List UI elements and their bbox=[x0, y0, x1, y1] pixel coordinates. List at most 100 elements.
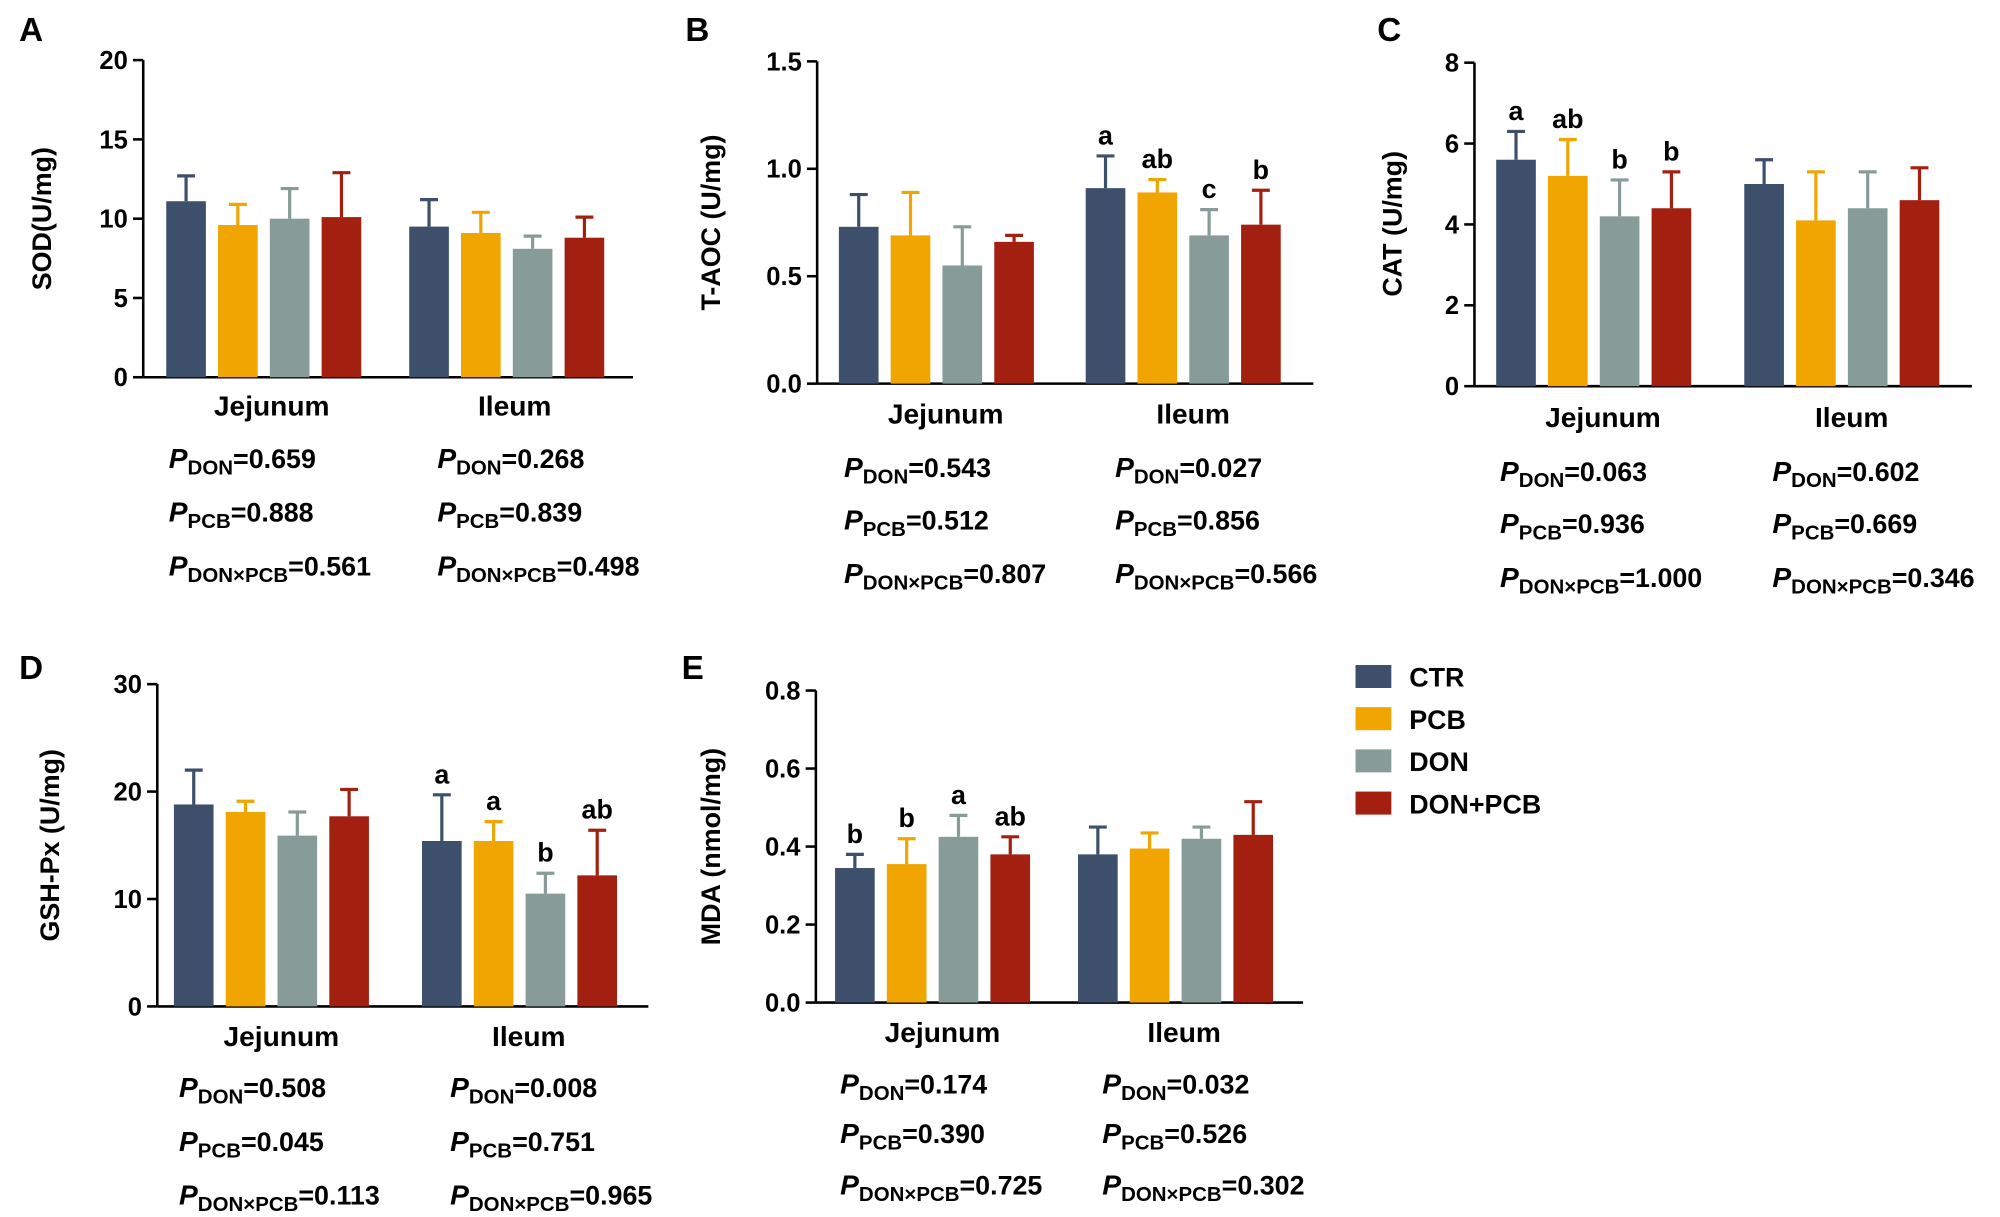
legend-swatch bbox=[1355, 707, 1392, 731]
significance-letter: ab bbox=[582, 795, 613, 825]
y-tick-label: 10 bbox=[99, 206, 127, 234]
p-value: PPCB=0.936 bbox=[1500, 508, 1645, 544]
y-tick-label: 0.0 bbox=[765, 990, 801, 1018]
panel-E: E 0.0 0.2 0.4 0.6 0.8 MDA (nmol/mg) b b aab Jejunu… bbox=[682, 650, 1305, 1206]
p-value: PDON×PCB=0.561 bbox=[169, 550, 371, 586]
panel-letter: A bbox=[19, 12, 43, 49]
p-value: PDON×PCB=0.807 bbox=[844, 558, 1046, 594]
y-tick-label: 1.5 bbox=[766, 48, 802, 76]
bar-ctr-ileum bbox=[409, 226, 449, 378]
bar-pcb-jejunum bbox=[218, 225, 258, 378]
significance-letter: ab bbox=[995, 801, 1026, 831]
x-category-label: Ileum bbox=[492, 1021, 565, 1052]
panel-letter: D bbox=[19, 650, 43, 687]
bar-don-pcb-ileum bbox=[577, 875, 618, 1007]
y-tick-label: 15 bbox=[99, 126, 127, 154]
bar-ctr-jejunum bbox=[166, 201, 206, 378]
y-tick-label: 0.4 bbox=[765, 834, 801, 862]
significance-letter: a bbox=[434, 759, 450, 789]
p-value: PDON=0.008 bbox=[450, 1072, 597, 1108]
bar-pcb-jejunum bbox=[1547, 175, 1588, 387]
p-value: PDON×PCB=0.113 bbox=[179, 1180, 380, 1216]
x-category-label: Ileum bbox=[1156, 398, 1229, 429]
p-value: PDON×PCB=0.346 bbox=[1772, 562, 1974, 598]
p-value: PPCB=0.669 bbox=[1772, 508, 1917, 544]
significance-letter: a bbox=[951, 780, 967, 810]
y-tick-label: 6 bbox=[1445, 130, 1459, 158]
panel-A: A 0 5 10 15 20 SOD(U/mg) Jejunum PDON=0.659 PPCB=… bbox=[19, 12, 639, 587]
p-value: PPCB=0.045 bbox=[179, 1126, 324, 1162]
y-axis-label: GSH-Px (U/mg) bbox=[35, 749, 65, 941]
x-category-label: Ileum bbox=[478, 391, 551, 422]
y-tick-label: 20 bbox=[114, 779, 142, 807]
bar-pcb-jejunum bbox=[886, 864, 927, 1003]
p-value: PDON=0.602 bbox=[1772, 456, 1919, 492]
bar-don-jejunum bbox=[938, 836, 979, 1003]
y-tick-label: 30 bbox=[114, 671, 142, 699]
legend-swatch bbox=[1355, 749, 1392, 773]
legend-swatch bbox=[1355, 664, 1392, 688]
bar-don-pcb-jejunum bbox=[329, 816, 369, 1007]
bar-pcb-jejunum bbox=[225, 811, 266, 1007]
y-tick-label: 0 bbox=[114, 364, 128, 392]
legend-label: DON+PCB bbox=[1409, 789, 1541, 819]
y-tick-label: 0.8 bbox=[765, 678, 801, 706]
bar-ctr-jejunum bbox=[838, 226, 879, 384]
p-value: PDON×PCB=0.302 bbox=[1102, 1169, 1304, 1205]
p-value: PDON=0.174 bbox=[840, 1068, 987, 1104]
p-value: PPCB=0.751 bbox=[450, 1126, 595, 1162]
y-tick-label: 0.6 bbox=[765, 756, 801, 784]
legend-label: CTR bbox=[1409, 663, 1464, 693]
bar-pcb-ileum bbox=[1137, 192, 1178, 384]
y-axis-label: CAT (U/mg) bbox=[1378, 151, 1408, 297]
y-tick-label: 2 bbox=[1445, 292, 1459, 320]
bar-don-jejunum bbox=[1599, 216, 1640, 387]
panel-letter: C bbox=[1377, 12, 1401, 49]
bar-pcb-ileum bbox=[473, 840, 514, 1007]
p-value: PPCB=0.512 bbox=[844, 504, 989, 540]
significance-letter: b bbox=[1611, 144, 1627, 174]
bar-pcb-jejunum bbox=[890, 235, 931, 384]
y-tick-label: 4 bbox=[1445, 211, 1460, 239]
panel-D: D 0 10 20 30 GSH-Px (U/mg) Jejunum PDON=0.508 PP… bbox=[19, 650, 652, 1216]
bar-don-pcb-ileum bbox=[1241, 224, 1281, 384]
significance-letter: a bbox=[1509, 96, 1525, 126]
figure-root: A05101520SOD(U/mg)JejunumPDON=0.659PPCB=… bbox=[19, 12, 1974, 1216]
bar-ctr-ileum bbox=[1085, 188, 1126, 384]
y-tick-label: 0 bbox=[1445, 373, 1459, 401]
y-tick-label: 10 bbox=[114, 886, 142, 914]
significance-letter: b bbox=[898, 803, 914, 833]
bar-don-jejunum bbox=[942, 265, 983, 384]
significance-letter: b bbox=[847, 819, 863, 849]
bar-ctr-ileum bbox=[422, 840, 462, 1007]
p-value: PPCB=0.839 bbox=[437, 497, 582, 533]
bar-pcb-ileum bbox=[461, 232, 501, 378]
y-tick-label: 0.0 bbox=[766, 371, 802, 399]
p-value: PPCB=0.390 bbox=[840, 1118, 985, 1154]
p-value: PPCB=0.888 bbox=[169, 497, 314, 533]
p-value: PDON=0.543 bbox=[844, 452, 991, 488]
significance-letter: ab bbox=[1552, 104, 1583, 134]
p-value: PDON=0.032 bbox=[1102, 1068, 1249, 1104]
p-value: PDON=0.268 bbox=[437, 443, 584, 479]
bar-don-ileum bbox=[1847, 208, 1888, 387]
bar-ctr-ileum bbox=[1744, 183, 1784, 387]
bar-don-jejunum bbox=[269, 218, 310, 378]
legend-swatch bbox=[1355, 791, 1392, 815]
bar-ctr-jejunum bbox=[1496, 159, 1536, 387]
y-axis-label: SOD(U/mg) bbox=[27, 147, 57, 290]
y-tick-label: 8 bbox=[1445, 50, 1459, 78]
y-tick-label: 1.0 bbox=[766, 156, 802, 184]
bar-don-pcb-ileum bbox=[564, 237, 605, 378]
x-category-label: Ileum bbox=[1815, 402, 1888, 433]
bar-don-ileum bbox=[525, 893, 566, 1007]
significance-letter: b bbox=[537, 838, 553, 868]
x-category-label: Jejunum bbox=[224, 1021, 340, 1052]
p-value: PDON×PCB=0.725 bbox=[840, 1169, 1042, 1205]
y-axis-label: T-AOC (U/mg) bbox=[696, 135, 726, 311]
panel-letter: E bbox=[682, 650, 704, 687]
bar-don-ileum bbox=[1189, 235, 1229, 384]
significance-letter: a bbox=[1098, 120, 1114, 150]
bar-don-pcb-jejunum bbox=[321, 217, 362, 378]
